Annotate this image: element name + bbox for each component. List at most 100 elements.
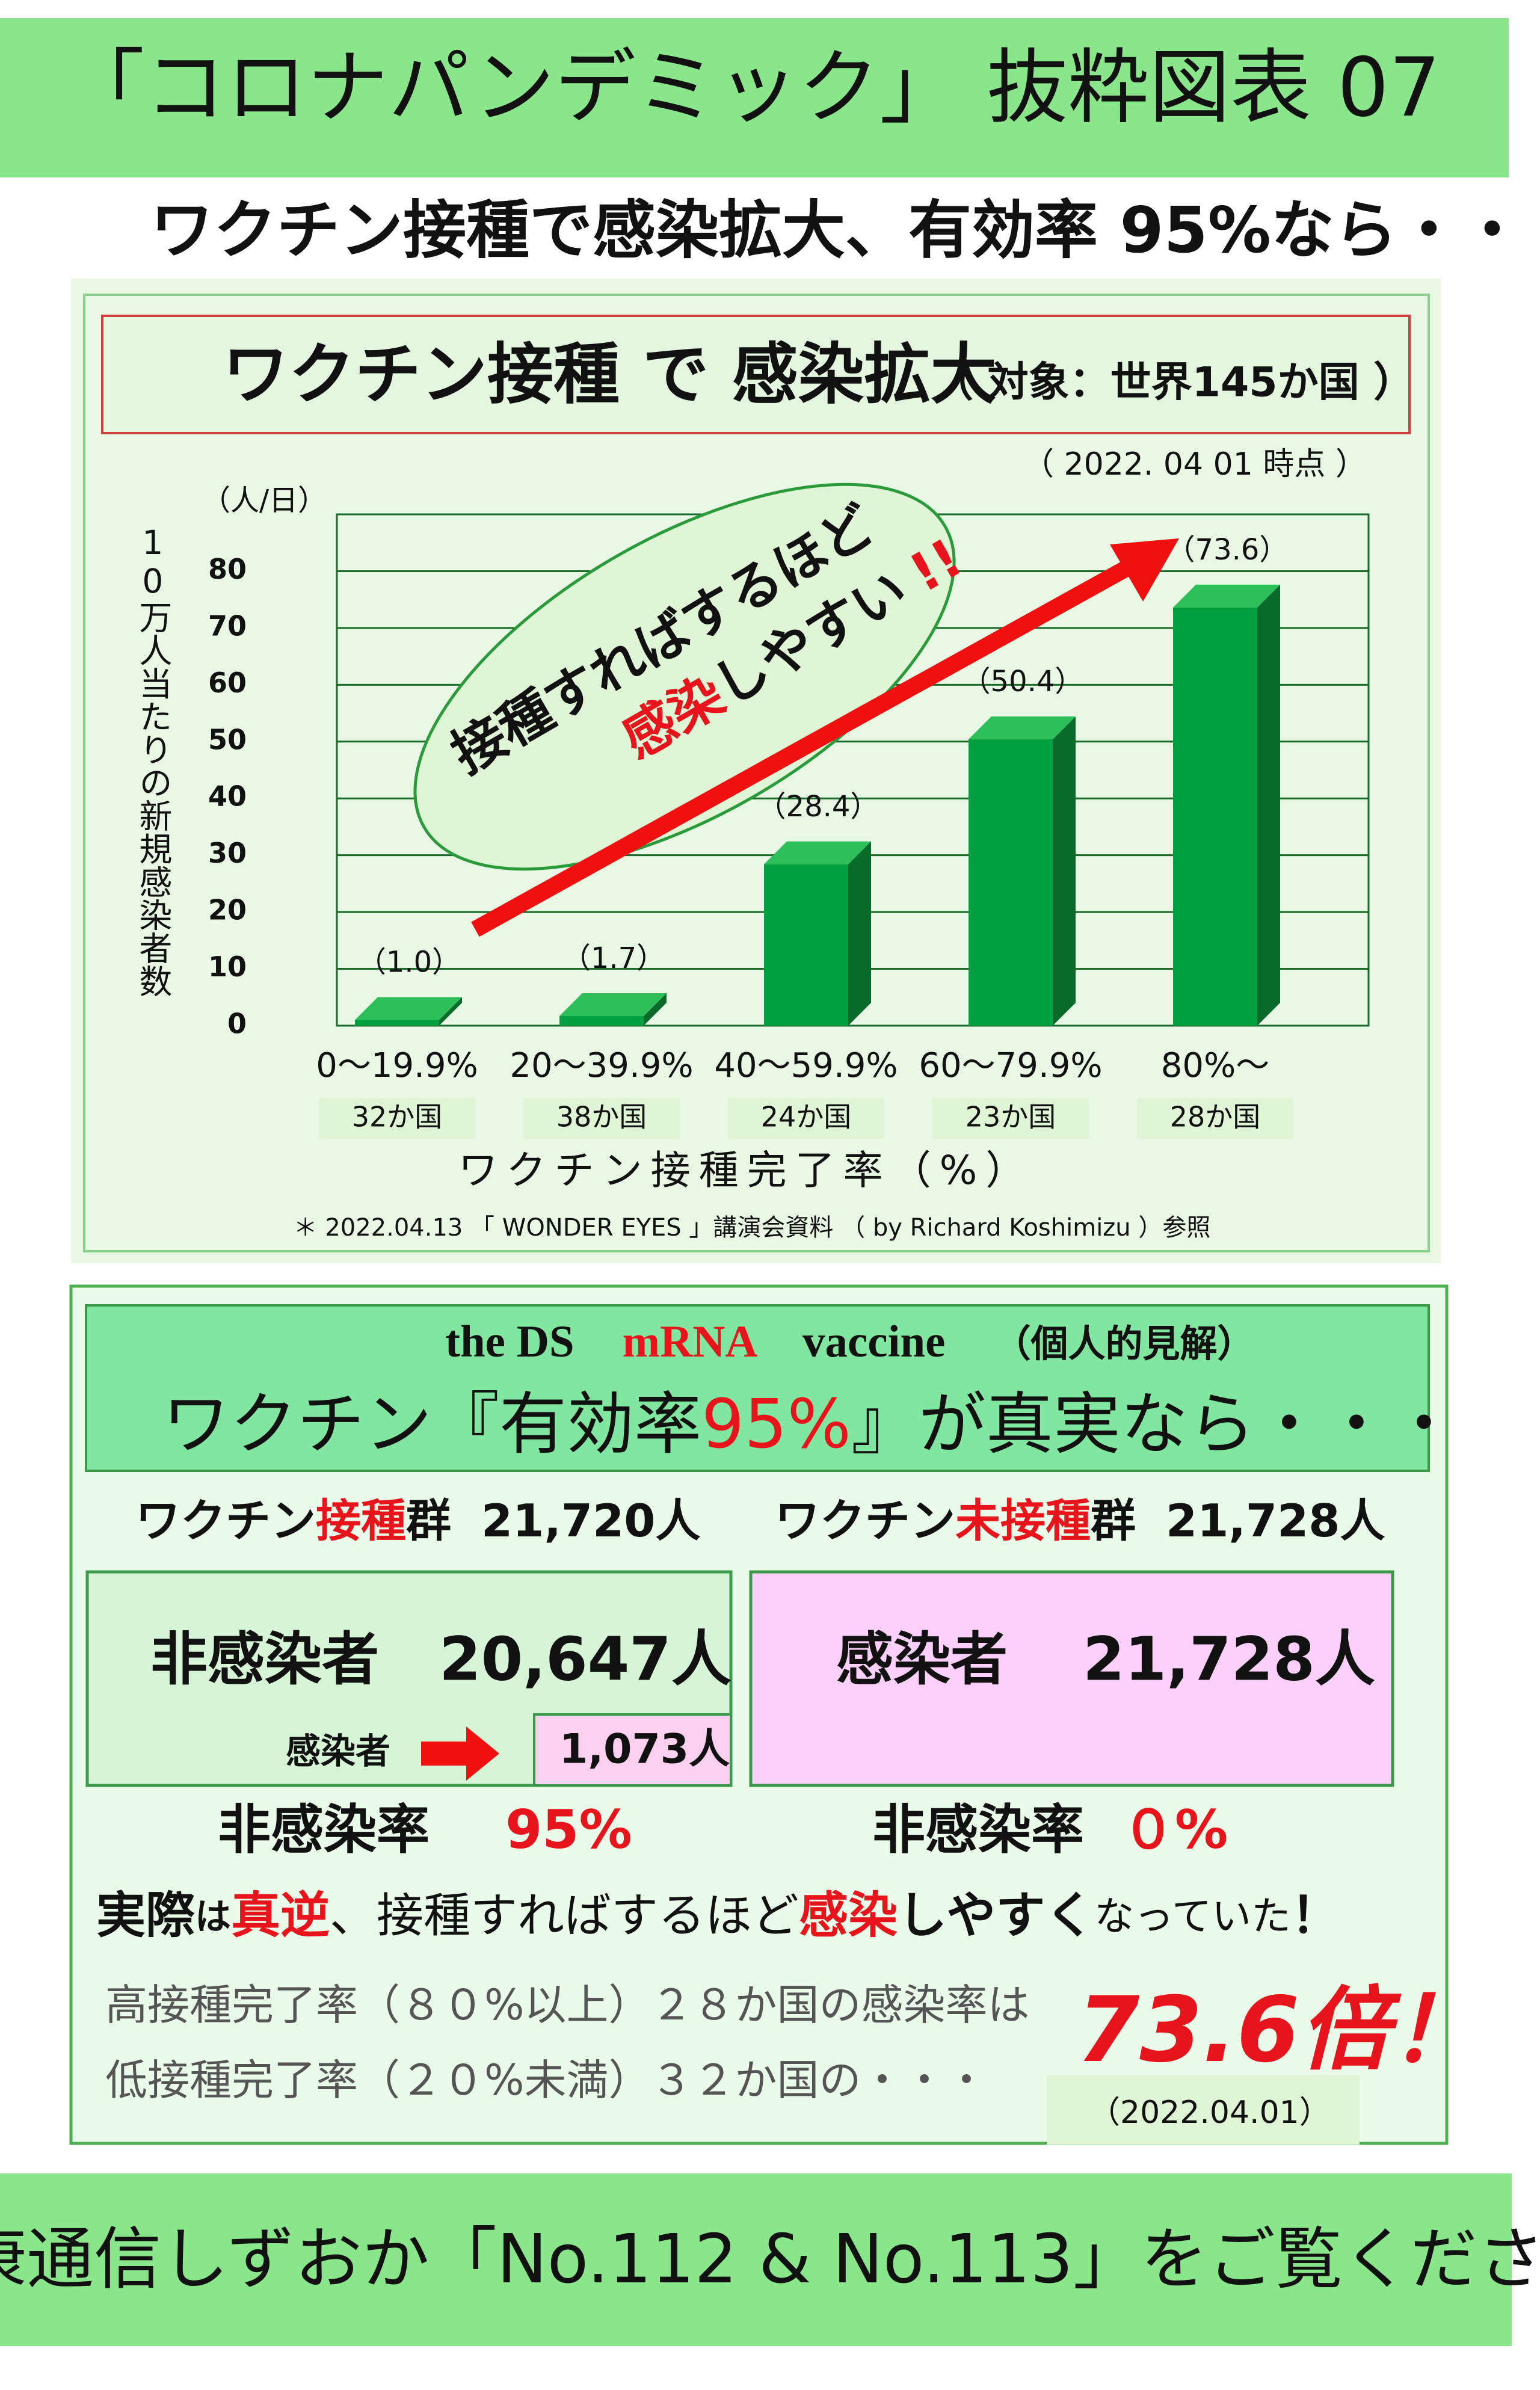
uninfected-count: 20,647人 — [439, 1624, 732, 1694]
unvaccinated-box — [749, 1570, 1394, 1787]
country-count: 38か国 — [556, 1101, 647, 1133]
heading-part: the DS — [445, 1317, 574, 1367]
x-axis-label: ワクチン接種完了率（%） — [458, 1147, 1034, 1193]
bar-top — [1173, 584, 1280, 608]
rate: 95% — [505, 1799, 632, 1861]
bar-side — [439, 997, 462, 1026]
infected-label: 感染者 — [836, 1627, 1008, 1693]
chart-title: ワクチン接種 で 感染拡大 — [223, 336, 997, 413]
summary-heading-box — [85, 1304, 1430, 1472]
label-part: 群 — [406, 1494, 451, 1547]
claim-part: 』が真実なら・・・ — [851, 1385, 1458, 1464]
claim-part: ワクチン『有効率 — [162, 1385, 701, 1464]
bar — [1173, 607, 1257, 1026]
count-box — [319, 1098, 475, 1139]
bar-top — [355, 997, 462, 1020]
group-count: 21,728人 — [1166, 1494, 1385, 1547]
trend-arrow — [471, 555, 1141, 937]
statement-part: なっていた — [1094, 1893, 1291, 1939]
y-tick-label: 0 — [227, 1008, 247, 1040]
infected-count: 1,073人 — [559, 1726, 730, 1773]
x-tick-label: 0〜19.9% — [316, 1046, 478, 1085]
source-note: ＊ 2022.04.13 「 WONDER EYES 」講演会資料 （ by R… — [294, 1214, 1211, 1242]
heading-part: （個人的見解） — [993, 1322, 1254, 1366]
value-label: （1.7） — [562, 941, 665, 975]
trend-arrow-head — [1110, 538, 1179, 602]
country-count: 32か国 — [352, 1101, 443, 1133]
statement: 実際は真逆、接種すればするほど感染しやすくなっていた！ — [96, 1887, 1340, 1944]
bottom-banner — [0, 2173, 1512, 2346]
group-label: ワクチン未接種群 21,728人 — [775, 1494, 1385, 1547]
x-tick-label: 40〜59.9% — [714, 1046, 898, 1085]
chart-title-note: （ 対象：世界145か国 ） — [932, 359, 1414, 407]
label-part: ワクチン — [775, 1494, 955, 1547]
statement-part: しやすく — [898, 1887, 1094, 1944]
comparison-line: 高接種完了率（８０%以上）２８か国の感染率は — [105, 1980, 1030, 2030]
y-tick-label: 20 — [208, 894, 247, 926]
x-tick-label: 60〜79.9% — [919, 1046, 1102, 1085]
footer: 健康通信しずおか「No.112 & No.113」をご覧ください — [0, 2220, 1540, 2299]
page-title: 「コロナパンデミック」 抜粋図表 07 — [63, 40, 1440, 135]
chart-date: （ 2022. 04 01 時点 ） — [1023, 446, 1367, 482]
uninfected-label: 非感染者 — [150, 1627, 379, 1693]
label-part: 未接種 — [955, 1494, 1091, 1547]
infected-label: 感染者 — [286, 1731, 390, 1772]
y-tick-label: 60 — [208, 667, 247, 699]
bar — [559, 1015, 644, 1026]
y-tick-label: 30 — [208, 837, 247, 869]
value-label: （28.4） — [757, 790, 879, 824]
heading-part: vaccine — [802, 1317, 945, 1367]
y-unit: （人/日） — [202, 484, 327, 517]
summary-claim: ワクチン『有効率95%』が真実なら・・・ — [162, 1385, 1458, 1464]
y-tick-label: 70 — [208, 609, 247, 642]
label-part: ワクチン — [135, 1494, 316, 1547]
bar-side — [1257, 584, 1280, 1026]
y-tick-label: 50 — [208, 723, 247, 756]
label-part: 接種 — [316, 1494, 406, 1547]
x-tick-label: 80%〜 — [1161, 1046, 1269, 1085]
bar-side — [848, 841, 871, 1026]
y-axis-label: 10万人当たりの新規感染者数 — [134, 523, 172, 997]
statement-part: 、接種すればするほど — [330, 1889, 799, 1943]
bar-top — [764, 841, 871, 864]
bar-top — [559, 993, 667, 1016]
count-box — [932, 1098, 1089, 1139]
group-label: ワクチン接種群 21,720人 — [135, 1494, 700, 1547]
country-count: 24か国 — [761, 1101, 852, 1133]
value-label: （73.6） — [1166, 533, 1289, 567]
bar — [355, 1020, 439, 1026]
date-box — [1047, 2075, 1360, 2145]
statement-part: ！ — [1291, 1887, 1340, 1944]
bar — [764, 864, 848, 1026]
statement-part: は — [195, 1896, 231, 1938]
chart-frame — [83, 294, 1430, 1252]
summary-heading: the DS mRNA vaccine （個人的見解） — [445, 1317, 1254, 1367]
top-banner — [0, 18, 1509, 177]
statement-part: 真逆 — [231, 1887, 330, 1944]
country-count: 28か国 — [1170, 1101, 1261, 1133]
rate-label: 非感染率 — [218, 1799, 430, 1861]
x-tick-label: 20〜39.9% — [510, 1046, 693, 1085]
count-box — [728, 1098, 884, 1139]
bar-top — [969, 716, 1076, 739]
rate: ０% — [1122, 1799, 1228, 1861]
ratio-date: （2022.04.01） — [1089, 2095, 1331, 2131]
bar-side — [1053, 716, 1076, 1026]
value-label: （50.4） — [962, 665, 1084, 698]
infected-box — [533, 1713, 732, 1787]
statement-part: 実際 — [96, 1887, 195, 1944]
count-box — [1137, 1098, 1293, 1139]
chart-title-box — [101, 315, 1411, 434]
bar-side — [644, 993, 667, 1026]
y-tick-label: 80 — [208, 553, 247, 585]
heading-part: mRNA — [623, 1317, 758, 1367]
bar — [969, 739, 1053, 1026]
statement-part: 感染 — [799, 1887, 898, 1944]
y-tick-label: 40 — [208, 780, 247, 813]
infected-count: 21,728人 — [1083, 1624, 1375, 1694]
ratio: 73.6倍！ — [1077, 1978, 1480, 2083]
comparison-line: 低接種完了率（２０%未満）３２か国の・・・ — [105, 2056, 988, 2105]
arrow — [421, 1726, 499, 1781]
subtitle: ワクチン接種で感染拡大、有効率 95%なら・・・ — [150, 194, 1540, 267]
